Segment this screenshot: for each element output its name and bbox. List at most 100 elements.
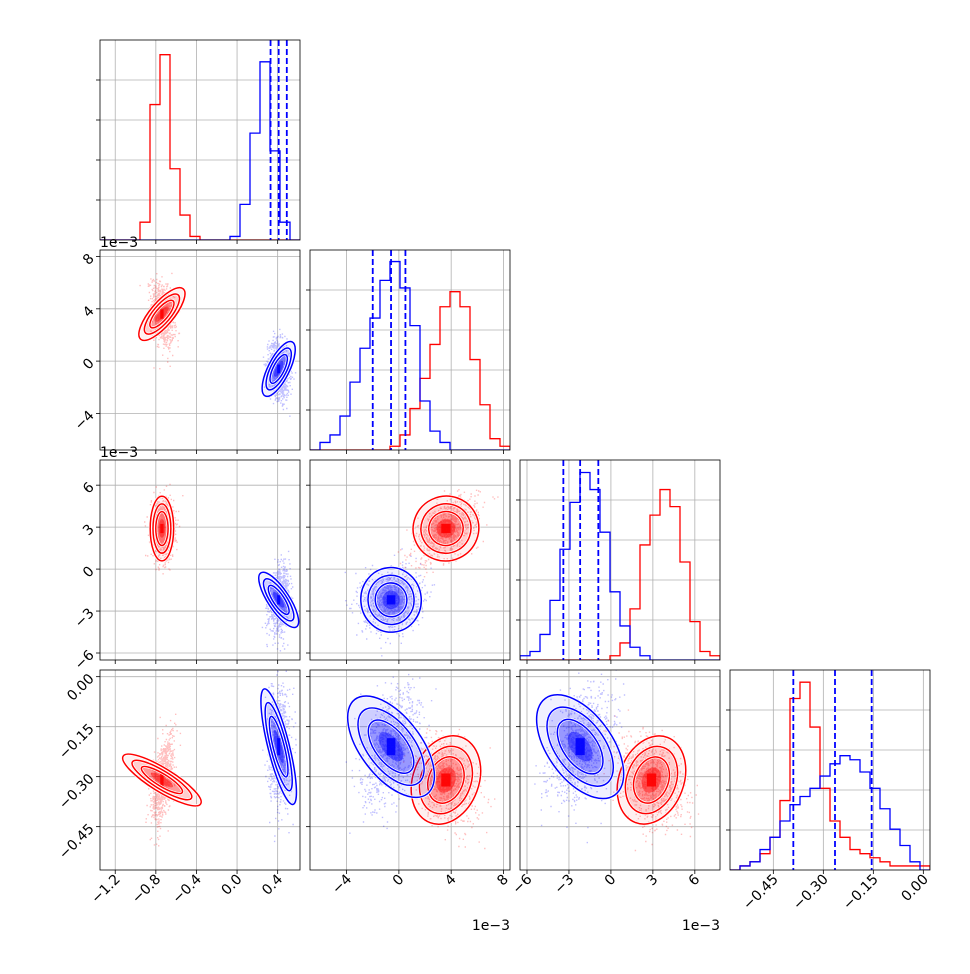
panel-frame [309, 669, 511, 871]
panel-3-1 [306, 669, 511, 874]
x-tick-label: 6 [686, 871, 704, 889]
contour-line-blue [261, 340, 296, 398]
contour-line-red [418, 745, 474, 815]
panel-0-0 [96, 39, 301, 244]
panel-frame [519, 669, 721, 871]
contour-line-red [149, 299, 175, 329]
scatter-points-red [389, 489, 499, 580]
contour-line-red [632, 756, 671, 804]
x-tick-label: 0.0 [218, 872, 245, 899]
contour-line-blue [374, 582, 408, 618]
histogram-red [520, 488, 720, 660]
contour-line-red [140, 765, 184, 795]
panel-inner [100, 250, 300, 450]
density-peak-blue [575, 738, 585, 756]
contour-line-blue [262, 578, 295, 622]
y-tick-label: 6 [80, 479, 98, 497]
density-peak-red [646, 773, 657, 787]
panel-inner [100, 40, 300, 240]
scatter-points-blue [534, 670, 626, 844]
panel-3-3 [726, 669, 931, 874]
density-peak-red [160, 523, 164, 534]
panel-frame [309, 459, 511, 661]
x-tick-label: 4 [442, 871, 460, 889]
scatter-points-red [139, 272, 181, 370]
density-peak-red [441, 773, 451, 787]
panel-1-0 [96, 249, 301, 454]
contour-line-blue [367, 574, 415, 626]
x-tick-label: −4 [329, 871, 355, 897]
contour-line-blue [258, 571, 300, 629]
contour-line-red [138, 286, 186, 342]
panel-frame [309, 249, 511, 451]
contour-line-red [427, 756, 465, 804]
panel-frame [99, 459, 301, 661]
y-tick-label: 8 [80, 251, 98, 269]
panel-2-0 [96, 459, 301, 664]
panel-inner [520, 670, 720, 870]
contour-line-red [152, 503, 172, 554]
y-axis-offset-label: 1e−3 [100, 235, 138, 251]
y-tick-label: −4 [72, 408, 98, 434]
contour-line-red [616, 735, 687, 825]
panel-3-2 [516, 669, 721, 874]
x-tick-label: −0.15 [840, 872, 882, 914]
contour-line-red [410, 735, 482, 825]
panel-2-1 [306, 459, 511, 664]
contour-line-blue [535, 694, 625, 800]
contour-line-red [420, 503, 472, 554]
x-tick-label: 0.00 [898, 872, 931, 905]
panel-inner [310, 250, 510, 450]
density-peak-red [160, 773, 164, 787]
x-tick-label: −1.2 [88, 872, 123, 907]
density-peak-blue [277, 364, 281, 374]
panel-inner [730, 670, 930, 870]
x-tick-label: 0.4 [259, 871, 286, 898]
histogram-red [100, 54, 300, 240]
x-tick-label: −0.8 [129, 872, 164, 907]
contour-line-blue [269, 353, 289, 385]
contour-line-blue [268, 715, 289, 778]
x-tick-label: 0 [390, 872, 408, 890]
panel-frame [729, 669, 931, 871]
histogram-red [310, 291, 510, 450]
y-tick-label: 0 [80, 563, 98, 581]
contour-line-red [121, 753, 202, 807]
y-axis-offset-label: 1e−3 [100, 445, 138, 461]
histogram-red [730, 681, 930, 870]
contour-line-blue [367, 719, 415, 774]
x-tick-label: 0 [602, 872, 620, 890]
y-tick-label: 3 [80, 521, 98, 539]
density-peak-red [441, 523, 451, 534]
contour-line-blue [357, 707, 425, 787]
contour-line-blue [546, 706, 615, 787]
y-tick-label: −0.45 [56, 821, 98, 863]
contour-line-red [412, 495, 480, 562]
panel-inner [310, 460, 510, 660]
panel-inner [520, 460, 720, 660]
x-tick-label: 3 [644, 872, 662, 890]
contour-line-red [143, 293, 181, 335]
contour-line-blue [346, 695, 436, 799]
panel-frame [99, 39, 301, 241]
y-tick-label: −0.15 [56, 721, 98, 763]
x-tick-label: −0.45 [740, 872, 782, 914]
contour-line-red [149, 495, 175, 562]
x-axis-offset-label: 1e−3 [472, 918, 510, 934]
x-tick-label: −0.30 [790, 872, 832, 914]
contour-line-red [428, 510, 464, 547]
y-tick-label: 4 [80, 303, 98, 321]
y-tick-label: −6 [72, 647, 98, 673]
histogram-blue [730, 755, 930, 870]
contour-line-red [131, 759, 193, 801]
density-peak-blue [277, 738, 281, 756]
panel-frame [99, 249, 301, 451]
contour-line-red [155, 510, 169, 547]
density-peak-blue [277, 595, 281, 605]
contour-line-red [624, 745, 679, 815]
contour-line-blue [556, 718, 604, 775]
panel-frame [99, 669, 301, 871]
y-tick-label: −3 [72, 605, 98, 631]
histogram-blue [100, 61, 300, 240]
